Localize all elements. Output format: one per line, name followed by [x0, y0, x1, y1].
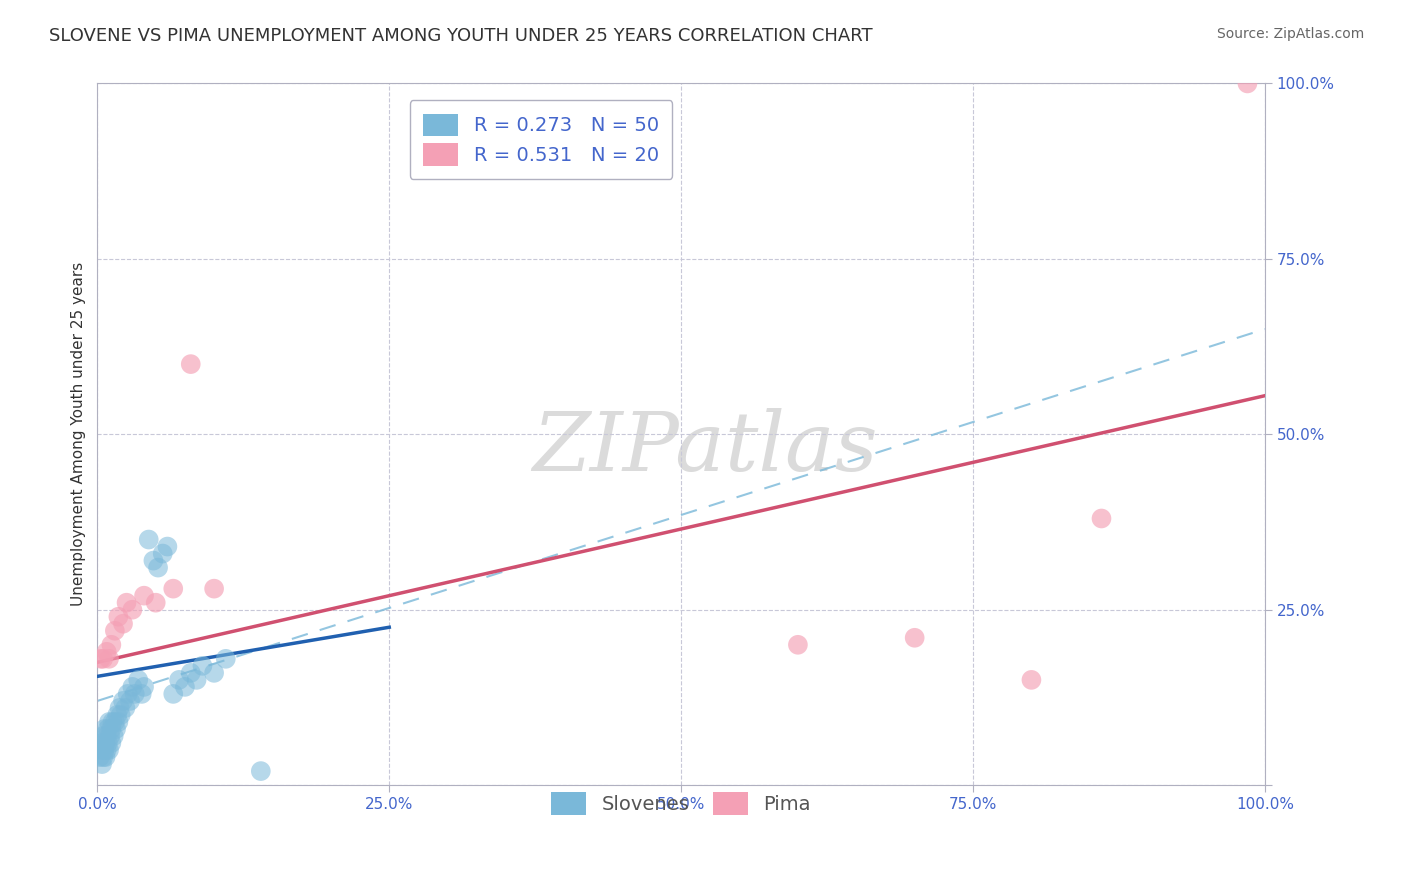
Point: [97, 722, 120, 736]
Y-axis label: Unemployment Among Youth under 25 years: Unemployment Among Youth under 25 years: [72, 262, 86, 607]
Point: [100, 722, 122, 736]
Point: [202, 582, 225, 596]
Point: [104, 624, 127, 638]
Point: [94, 736, 117, 750]
Point: [91, 652, 114, 666]
Point: [124, 687, 146, 701]
Point: [112, 694, 135, 708]
Point: [121, 603, 143, 617]
Point: [96, 645, 118, 659]
Point: [93, 743, 115, 757]
Point: [787, 638, 810, 652]
Point: [202, 665, 225, 680]
Point: [142, 553, 165, 567]
Point: [162, 687, 184, 701]
Point: [89, 750, 111, 764]
Point: [98, 714, 121, 729]
Point: [180, 665, 202, 680]
Point: [97, 736, 120, 750]
Point: [103, 729, 125, 743]
Point: [904, 631, 927, 645]
Point: [98, 652, 121, 666]
Point: [100, 638, 122, 652]
Point: [91, 736, 114, 750]
Point: [132, 680, 155, 694]
Point: [146, 560, 169, 574]
Point: [156, 540, 179, 554]
Point: [91, 729, 114, 743]
Point: [108, 701, 131, 715]
Point: [1021, 673, 1043, 687]
Point: [110, 708, 132, 723]
Point: [94, 750, 117, 764]
Point: [96, 729, 118, 743]
Point: [1236, 77, 1258, 91]
Point: [115, 596, 138, 610]
Point: [105, 722, 128, 736]
Text: Source: ZipAtlas.com: Source: ZipAtlas.com: [1216, 27, 1364, 41]
Point: [186, 673, 208, 687]
Point: [191, 658, 214, 673]
Point: [114, 701, 136, 715]
Point: [152, 547, 174, 561]
Point: [100, 736, 122, 750]
Point: [105, 708, 128, 723]
Point: [180, 357, 202, 371]
Point: [167, 673, 190, 687]
Point: [162, 582, 184, 596]
Point: [127, 673, 149, 687]
Point: [131, 687, 153, 701]
Point: [98, 729, 121, 743]
Point: [117, 687, 139, 701]
Point: [215, 652, 238, 666]
Point: [1090, 511, 1112, 525]
Point: [90, 743, 112, 757]
Point: [250, 764, 273, 778]
Point: [107, 714, 129, 729]
Point: [104, 714, 127, 729]
Point: [107, 609, 129, 624]
Point: [112, 616, 135, 631]
Point: [101, 714, 124, 729]
Point: [145, 596, 167, 610]
Point: [138, 533, 160, 547]
Point: [118, 694, 141, 708]
Point: [93, 722, 115, 736]
Point: [91, 757, 114, 772]
Point: [98, 743, 121, 757]
Legend: Slovenes, Pima: Slovenes, Pima: [541, 782, 821, 824]
Text: ZIPatlas: ZIPatlas: [531, 409, 877, 488]
Point: [96, 743, 118, 757]
Point: [121, 680, 143, 694]
Text: SLOVENE VS PIMA UNEMPLOYMENT AMONG YOUTH UNDER 25 YEARS CORRELATION CHART: SLOVENE VS PIMA UNEMPLOYMENT AMONG YOUTH…: [49, 27, 873, 45]
Point: [132, 589, 155, 603]
Point: [174, 680, 197, 694]
Point: [90, 652, 112, 666]
Point: [91, 750, 114, 764]
